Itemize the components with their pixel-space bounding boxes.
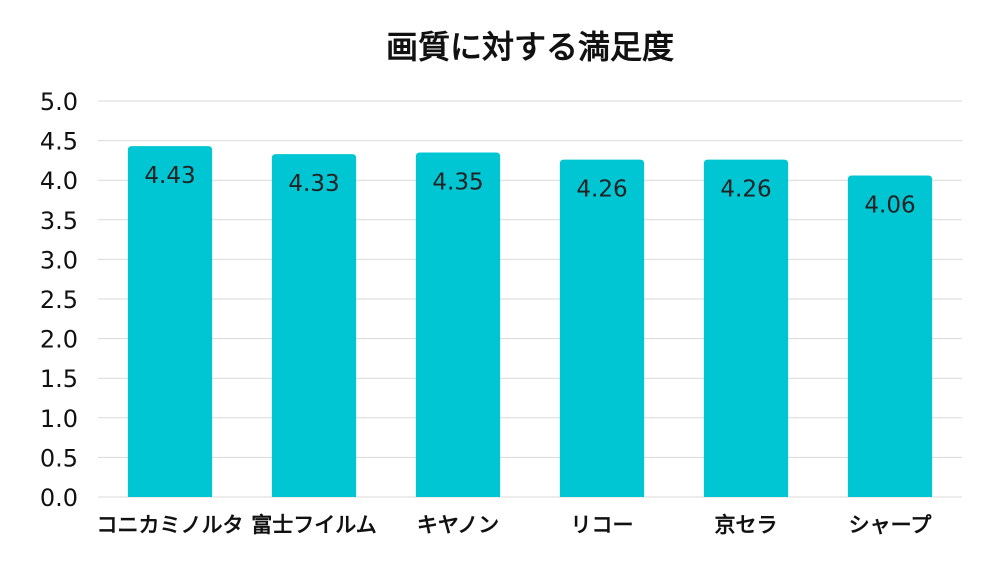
y-tick-label: 2.0 <box>40 326 78 354</box>
chart-title: 画質に対する満足度 <box>386 28 674 66</box>
data-label: 4.35 <box>432 169 483 195</box>
x-tick-label: シャープ <box>849 513 933 537</box>
bar[interactable] <box>415 152 501 498</box>
x-tick-label: コニカミノルタ <box>97 513 244 537</box>
y-tick-label: 3.0 <box>40 246 78 274</box>
y-tick-label: 1.5 <box>40 365 78 393</box>
y-tick-label: 0.5 <box>40 444 78 472</box>
bar-series <box>127 146 933 498</box>
y-tick-label: 1.0 <box>40 405 78 433</box>
bar[interactable] <box>559 159 645 497</box>
x-tick-label: リコー <box>571 513 634 537</box>
data-label: 4.33 <box>288 171 339 197</box>
y-tick-label: 5.0 <box>40 88 78 116</box>
bar[interactable] <box>703 159 789 497</box>
y-axis: 0.0 0.5 1.0 1.5 2.0 2.5 3.0 3.5 4.0 4.5 5.0 <box>40 88 78 512</box>
y-tick-label: 4.0 <box>40 167 78 195</box>
x-tick-label: 富士フイルム <box>251 513 377 537</box>
data-label: 4.43 <box>144 163 195 189</box>
y-tick-label: 2.5 <box>40 286 78 314</box>
grid-layer <box>98 100 962 498</box>
bar[interactable] <box>271 154 357 497</box>
x-axis: コニカミノルタ 富士フイルム キヤノン リコー 京セラ シャープ <box>97 513 933 537</box>
y-tick-label: 3.5 <box>40 207 78 235</box>
y-tick-label: 0.0 <box>40 484 78 512</box>
data-label: 4.06 <box>864 192 915 218</box>
bar[interactable] <box>127 146 213 498</box>
y-tick-label: 4.5 <box>40 128 78 156</box>
data-label: 4.26 <box>720 177 771 203</box>
x-tick-label: 京セラ <box>715 513 778 537</box>
bar[interactable] <box>847 175 933 497</box>
data-label: 4.26 <box>576 177 627 203</box>
x-tick-label: キヤノン <box>417 513 499 537</box>
data-labels: 4.43 4.33 4.35 4.26 4.26 4.06 <box>144 163 915 218</box>
